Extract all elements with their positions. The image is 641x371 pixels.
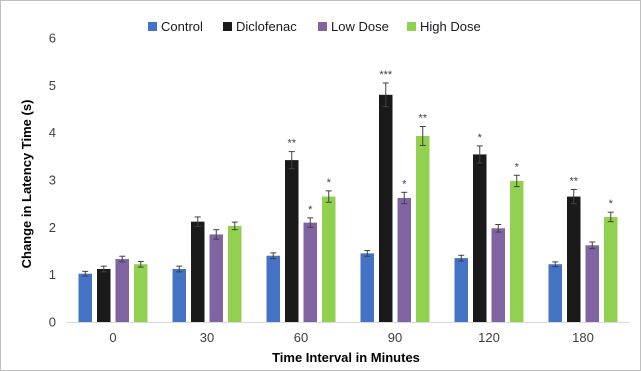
x-tick-label: 180: [572, 330, 594, 345]
significance-label: *: [609, 198, 614, 210]
significance-label: *: [478, 132, 483, 144]
bars: ***************: [78, 69, 618, 322]
y-axis: 0 1 2 3 4 5 6: [49, 31, 56, 330]
x-tick-label: 90: [388, 330, 402, 345]
significance-label: *: [515, 161, 520, 173]
significance-label: *: [327, 177, 332, 189]
bar-high-dose: [604, 216, 618, 322]
x-tick-label: 120: [478, 330, 500, 345]
legend-swatch: [223, 22, 232, 31]
bar-high-dose: [134, 264, 148, 322]
bar-low-dose: [585, 245, 599, 322]
bar-low-dose: [209, 234, 223, 322]
bar-high-dose: [510, 180, 524, 322]
legend-label: High Dose: [420, 19, 481, 34]
legend-swatch: [318, 22, 327, 31]
bar-control: [548, 264, 562, 322]
legend-swatch: [148, 22, 157, 31]
significance-label: **: [569, 175, 578, 187]
bar-high-dose: [416, 135, 430, 322]
y-tick-label: 3: [49, 173, 56, 188]
bar-diclofenac: [473, 154, 487, 322]
x-tick-label: 0: [109, 330, 116, 345]
bar-control: [454, 258, 468, 322]
bar-low-dose: [115, 259, 129, 322]
legend-label: Diclofenac: [236, 19, 297, 34]
bar-diclofenac: [567, 196, 581, 322]
y-tick-label: 5: [49, 78, 56, 93]
bar-control: [172, 268, 186, 322]
bar-high-dose: [322, 196, 336, 322]
x-tick-label: 30: [200, 330, 214, 345]
bar-control: [360, 253, 374, 322]
y-tick-label: 2: [49, 220, 56, 235]
legend-label: Control: [161, 19, 203, 34]
bar-low-dose: [397, 197, 411, 322]
significance-label: ***: [379, 69, 393, 81]
significance-label: **: [287, 138, 296, 150]
significance-label: *: [308, 204, 313, 216]
bar-diclofenac: [97, 268, 111, 322]
bar-control: [78, 273, 92, 322]
y-axis-title: Change in Latency Time (s): [19, 100, 34, 269]
significance-label: **: [418, 113, 427, 125]
bar-diclofenac: [379, 94, 393, 322]
bar-low-dose: [303, 222, 317, 322]
bar-diclofenac: [191, 221, 205, 322]
bar-low-dose: [491, 228, 505, 322]
bar-high-dose: [228, 225, 242, 322]
y-tick-label: 0: [49, 315, 56, 330]
bar-diclofenac: [285, 160, 299, 322]
bar-control: [266, 255, 280, 322]
y-tick-label: 6: [49, 31, 56, 46]
x-axis: 0 30 60 90 120 180: [66, 322, 630, 345]
y-tick-label: 4: [49, 125, 56, 140]
legend-label: Low Dose: [331, 19, 389, 34]
x-tick-label: 60: [294, 330, 308, 345]
y-tick-label: 1: [49, 267, 56, 282]
significance-label: *: [402, 178, 407, 190]
x-axis-title: Time Interval in Minutes: [272, 350, 420, 365]
legend: Control Diclofenac Low Dose High Dose: [148, 19, 481, 34]
legend-swatch: [407, 22, 416, 31]
